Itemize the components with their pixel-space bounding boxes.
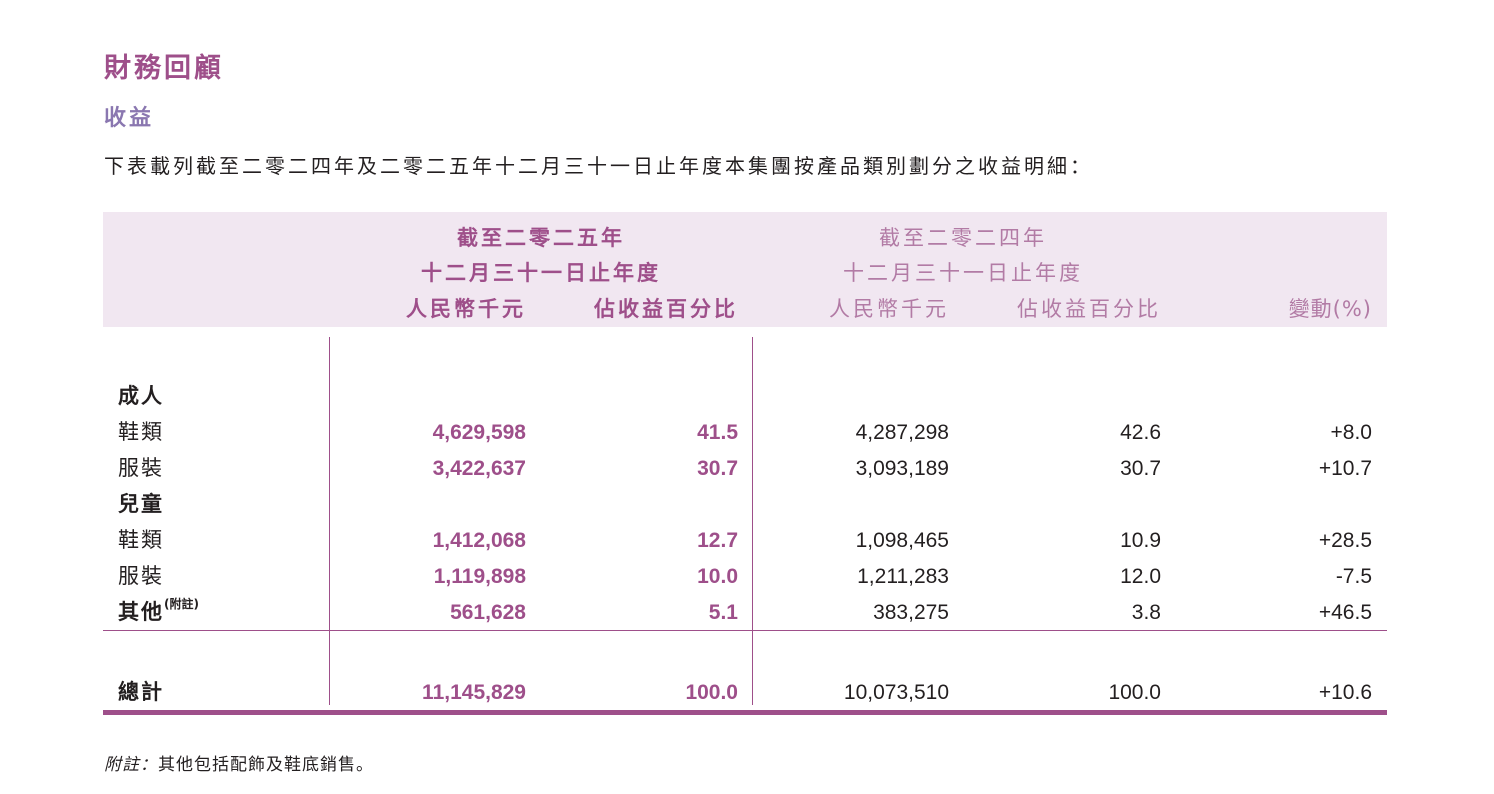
header-change: 變動(%)	[1288, 297, 1372, 321]
table-header-band	[103, 212, 1387, 327]
footnote-text: 其他包括配飾及鞋底銷售。	[158, 755, 374, 775]
cell-change: +8.0	[1330, 421, 1372, 444]
cell-pct-2024: 3.8	[1131, 601, 1161, 624]
total-pct-2025: 100.0	[685, 681, 738, 704]
row-label: 服裝	[118, 564, 164, 588]
cell-rmb-2025: 4,629,598	[432, 421, 526, 444]
cell-pct-2024: 42.6	[1120, 421, 1161, 444]
cell-change: +28.5	[1318, 529, 1372, 552]
header-pct-2024: 佔收益百分比	[1017, 297, 1161, 321]
cell-rmb-2024: 383,275	[873, 601, 949, 624]
vertical-rule	[752, 631, 753, 705]
header-2025-line1: 截至二零二五年	[457, 226, 625, 250]
total-change: +10.6	[1318, 681, 1372, 704]
cell-pct-2025: 5.1	[708, 601, 738, 624]
total-rmb-2024: 10,073,510	[843, 681, 949, 704]
cell-rmb-2025: 1,119,898	[433, 565, 526, 588]
header-2025-line2: 十二月三十一日止年度	[421, 261, 661, 285]
cell-rmb-2024: 3,093,189	[855, 457, 949, 480]
row-label: 服裝	[118, 456, 164, 480]
total-rmb-2025: 11,145,829	[422, 681, 526, 704]
category-label-children: 兒童	[118, 492, 164, 516]
footnote-label: 附註：	[104, 755, 158, 775]
vertical-rule	[752, 337, 753, 630]
cell-rmb-2025: 3,422,637	[432, 457, 526, 480]
cell-pct-2025: 10.0	[697, 565, 738, 588]
row-label: 鞋類	[118, 420, 164, 444]
cell-pct-2025: 41.5	[697, 421, 738, 444]
cell-pct-2025: 12.7	[697, 529, 738, 552]
cell-pct-2025: 30.7	[697, 457, 738, 480]
cell-change: +10.7	[1318, 457, 1372, 480]
vertical-rule	[329, 631, 330, 705]
header-pct-2025: 佔收益百分比	[594, 297, 738, 321]
total-label: 總計	[118, 680, 164, 704]
cell-change: -7.5	[1335, 565, 1372, 588]
cell-change: +46.5	[1318, 601, 1372, 624]
row-label: 鞋類	[118, 528, 164, 552]
header-2024-line1: 截至二零二四年	[879, 226, 1047, 250]
cell-pct-2024: 12.0	[1120, 565, 1161, 588]
subtotal-rule	[103, 630, 1387, 631]
total-pct-2024: 100.0	[1108, 681, 1161, 704]
table-bottom-rule	[103, 710, 1387, 715]
cell-rmb-2024: 1,211,283	[857, 565, 949, 588]
cell-rmb-2025: 1,412,068	[432, 529, 526, 552]
cell-pct-2024: 10.9	[1120, 529, 1161, 552]
section-subtitle: 收益	[104, 106, 155, 131]
footnote: 附註：其他包括配飾及鞋底銷售。	[104, 750, 374, 775]
header-rmb-2025: 人民幣千元	[406, 297, 526, 321]
category-label-other: 其他(附註)	[118, 598, 199, 624]
cell-pct-2024: 30.7	[1120, 457, 1161, 480]
header-2024-line2: 十二月三十一日止年度	[843, 261, 1083, 285]
note-reference: (附註)	[164, 597, 199, 611]
vertical-rule	[329, 337, 330, 630]
intro-text: 下表載列截至二零二四年及二零二五年十二月三十一日止年度本集團按產品類別劃分之收益…	[104, 154, 1093, 178]
cell-rmb-2024: 1,098,465	[855, 529, 949, 552]
cell-rmb-2025: 561,628	[450, 601, 526, 624]
other-label: 其他	[118, 600, 164, 624]
category-label-adult: 成人	[118, 384, 164, 408]
header-rmb-2024: 人民幣千元	[829, 297, 949, 321]
page-title: 財務回顧	[104, 53, 224, 84]
cell-rmb-2024: 4,287,298	[855, 421, 949, 444]
